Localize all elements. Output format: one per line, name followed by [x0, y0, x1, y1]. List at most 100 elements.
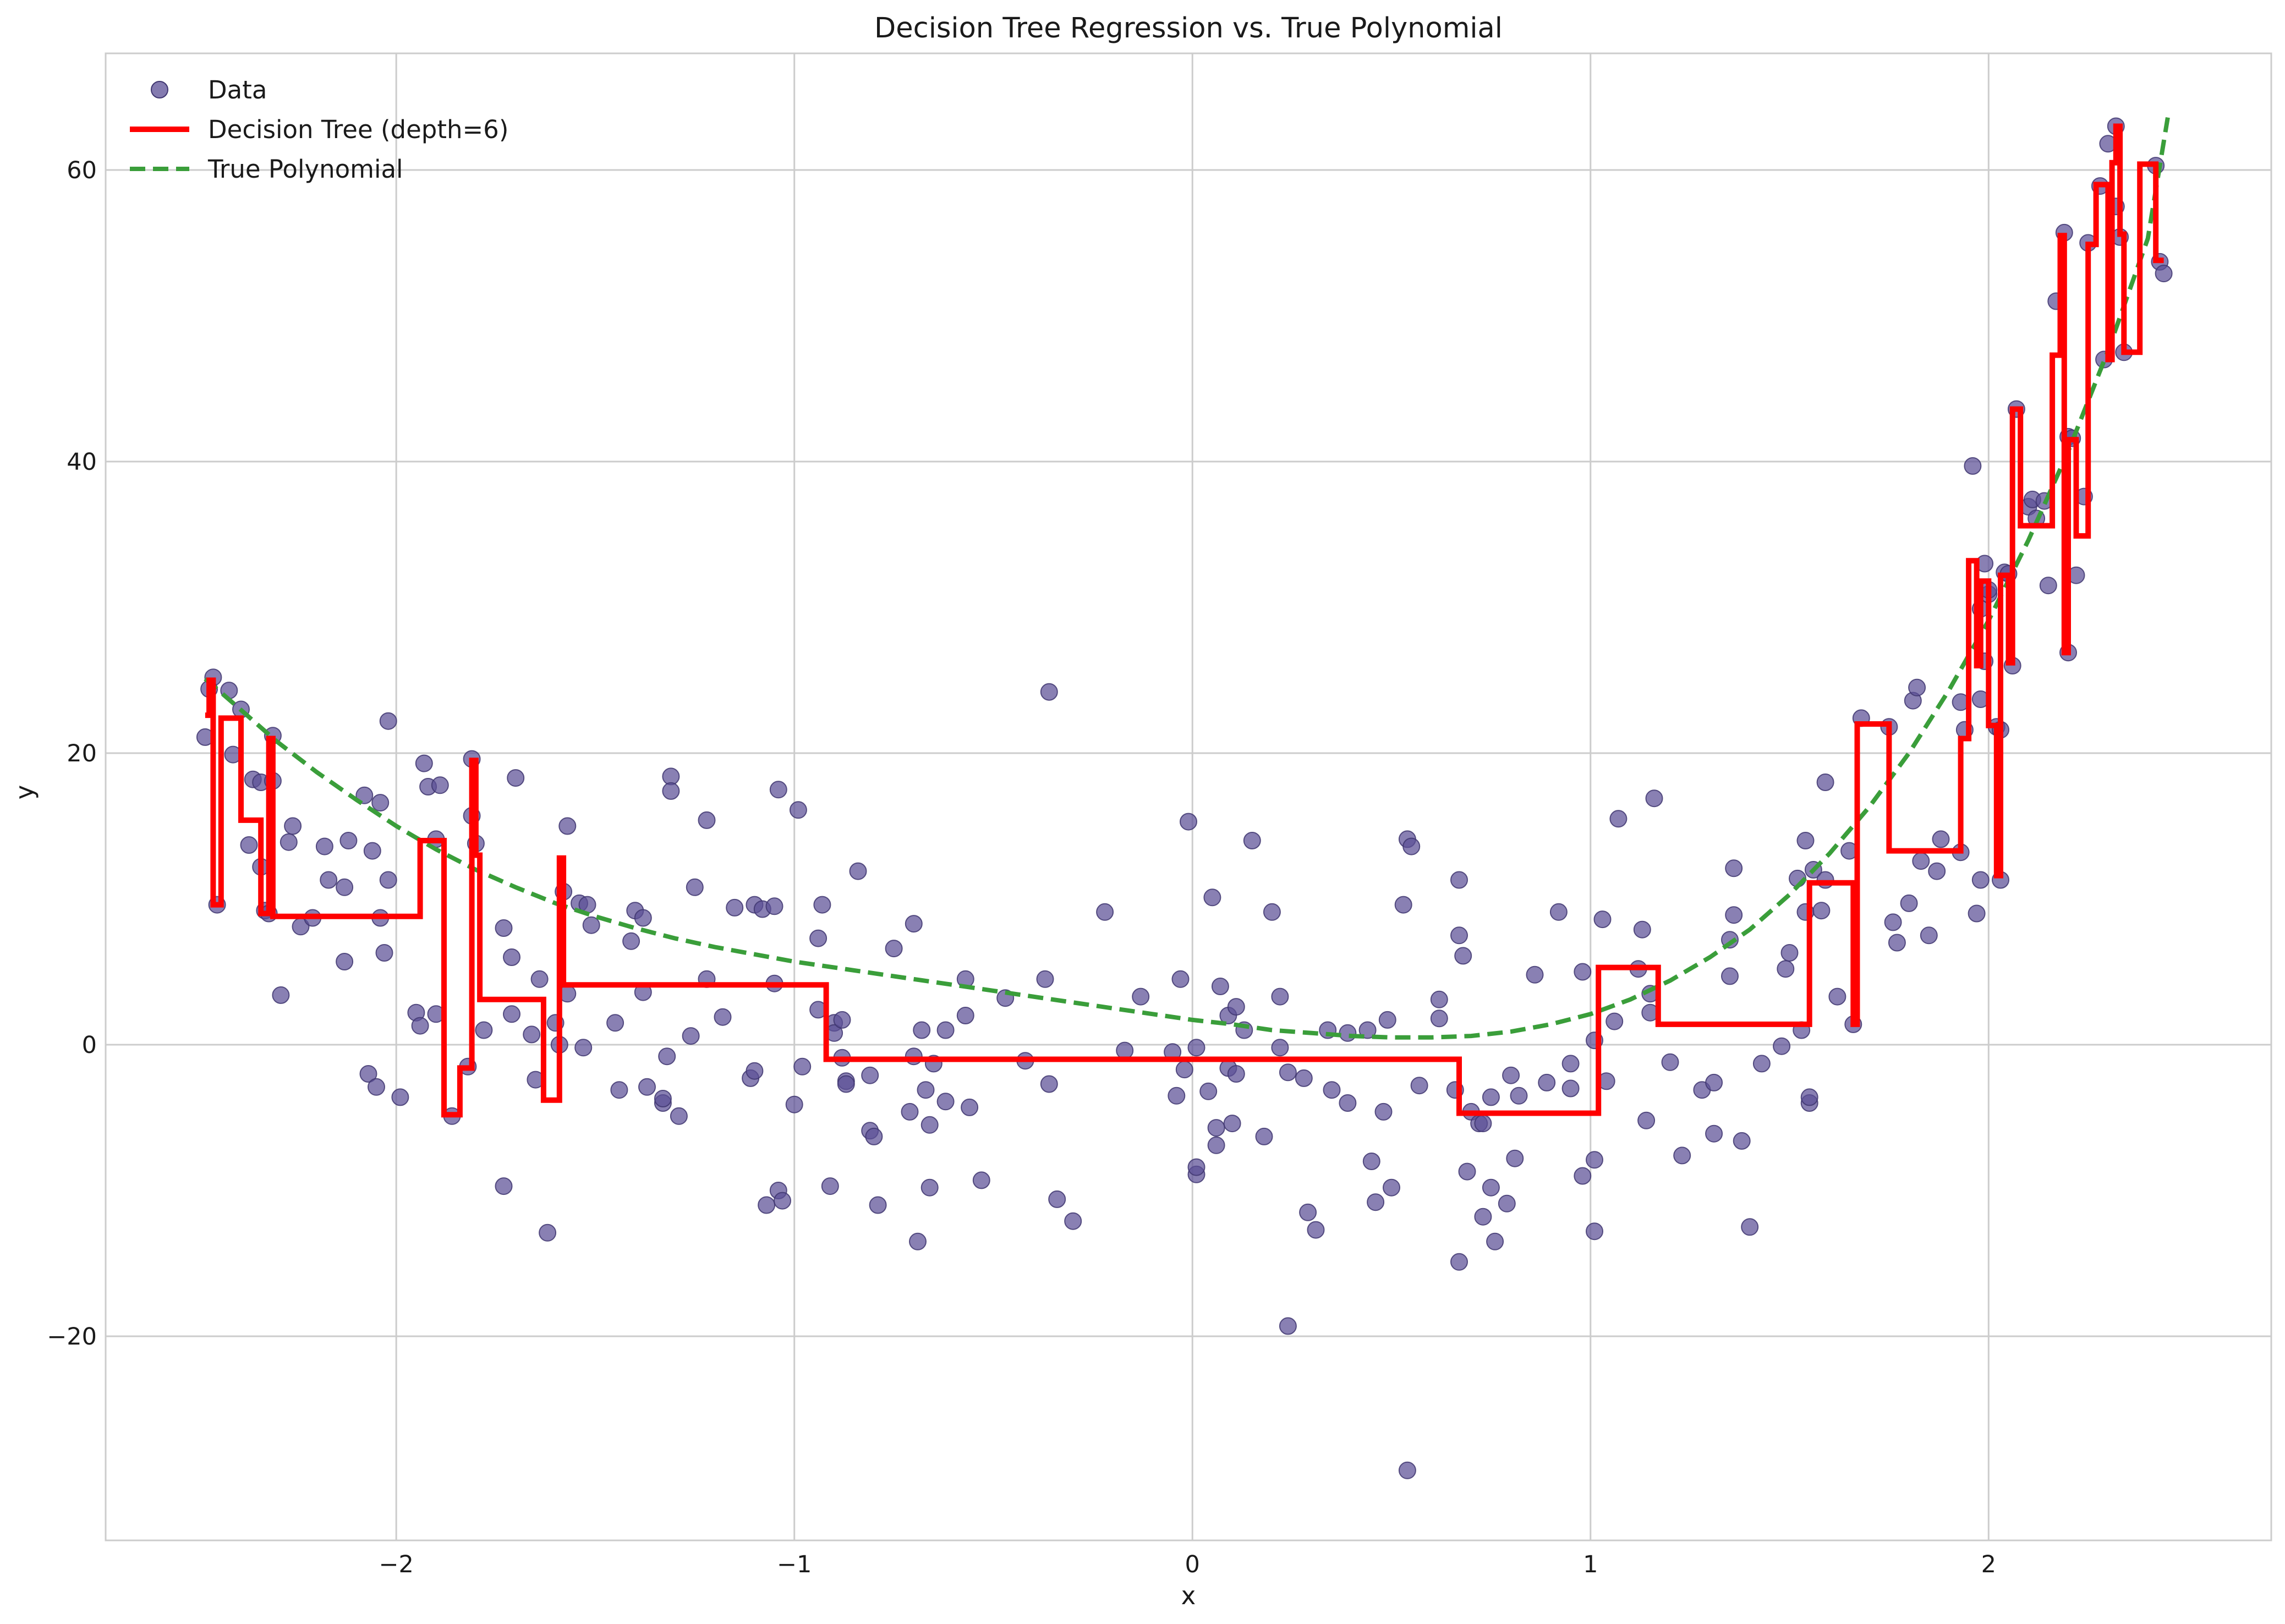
x-tick-label: 1	[1583, 1551, 1598, 1578]
legend-label-data: Data	[208, 75, 267, 105]
data-point	[411, 1017, 429, 1035]
data-point	[861, 1066, 879, 1084]
data-point	[1430, 990, 1448, 1008]
data-point	[315, 837, 333, 855]
data-point	[1339, 1094, 1357, 1112]
data-point	[1116, 1041, 1134, 1060]
legend: Data Decision Tree (depth=6) True Polyno…	[130, 75, 508, 184]
data-point	[1394, 896, 1412, 914]
legend-marker-data	[151, 81, 168, 98]
data-point	[865, 1127, 883, 1145]
data-point	[1454, 947, 1472, 965]
data-point	[1036, 970, 1054, 988]
data-point	[1211, 978, 1229, 995]
data-point	[1725, 859, 1743, 877]
data-point	[1932, 830, 1950, 848]
data-point	[1132, 987, 1150, 1006]
data-point	[1928, 862, 1946, 880]
data-point	[905, 1047, 923, 1066]
data-point	[1203, 888, 1221, 907]
data-point	[658, 1047, 676, 1066]
data-point	[913, 1021, 931, 1039]
data-point	[869, 1196, 887, 1214]
data-point	[336, 878, 354, 896]
data-point	[530, 970, 549, 988]
data-point	[837, 1075, 855, 1093]
data-point	[654, 1090, 672, 1107]
data-point	[813, 896, 831, 914]
data-point	[1908, 678, 1926, 696]
data-point	[1279, 1063, 1297, 1082]
data-point	[1323, 1081, 1341, 1099]
data-point	[1561, 1055, 1580, 1073]
data-point	[375, 944, 393, 962]
data-point	[606, 1014, 624, 1032]
data-point	[821, 1177, 839, 1195]
data-point	[1725, 906, 1743, 924]
series-decision-tree-line	[205, 123, 2164, 1118]
data-point	[1362, 1153, 1380, 1170]
data-point	[1526, 965, 1544, 984]
data-point	[622, 932, 640, 950]
legend-label-true-polynomial: True Polynomial	[207, 155, 403, 184]
data-point	[1040, 1075, 1058, 1093]
data-point	[574, 1039, 593, 1057]
y-tick-label: 60	[67, 157, 97, 184]
data-point	[1271, 987, 1289, 1006]
grid	[106, 53, 2271, 1540]
data-point	[391, 1088, 409, 1106]
data-point	[1506, 1149, 1524, 1167]
data-point	[475, 1021, 493, 1039]
data-point	[1227, 1065, 1245, 1083]
y-axis-ticks: −20 0 20 40 60	[47, 157, 97, 1351]
series-true-polynomial-line	[204, 117, 2170, 1040]
data-point	[1498, 1194, 1516, 1212]
data-point	[1450, 926, 1468, 945]
data-point	[638, 1078, 656, 1096]
data-point	[368, 1078, 385, 1096]
data-point	[1474, 1115, 1492, 1133]
y-tick-label: 20	[67, 740, 97, 767]
data-point	[1171, 970, 1190, 988]
data-point	[1402, 837, 1421, 855]
data-point	[1971, 871, 1990, 889]
x-axis-label: x	[1181, 1581, 1196, 1610]
data-point	[1586, 1222, 1603, 1241]
data-point	[379, 712, 397, 730]
legend-label-decision-tree: Decision Tree (depth=6)	[208, 115, 508, 144]
data-point	[670, 1107, 688, 1125]
data-point	[774, 1192, 791, 1210]
data-point	[1733, 1132, 1751, 1150]
data-point	[1773, 1037, 1791, 1055]
data-point	[355, 786, 374, 804]
data-point	[1964, 457, 1982, 475]
data-point	[961, 1098, 979, 1116]
data-point	[272, 986, 290, 1004]
data-point	[582, 916, 600, 934]
data-point	[610, 1081, 628, 1099]
data-point	[379, 871, 397, 889]
data-point	[1816, 871, 1834, 889]
data-point	[431, 776, 449, 794]
data-point	[2155, 265, 2173, 283]
data-point	[1048, 1190, 1066, 1208]
data-point	[1593, 910, 1612, 929]
data-point	[1223, 1115, 1241, 1133]
data-point	[339, 832, 358, 849]
data-point	[371, 794, 390, 812]
data-point	[936, 1093, 955, 1111]
data-point	[1510, 1087, 1528, 1105]
data-point	[1538, 1073, 1556, 1091]
data-point	[503, 948, 520, 966]
data-point	[809, 929, 828, 947]
data-point	[1187, 1158, 1205, 1176]
data-point	[1474, 1208, 1492, 1226]
data-point	[905, 915, 923, 933]
plot-area	[196, 117, 2173, 1479]
data-point	[495, 1177, 513, 1195]
plot-frame	[105, 52, 2272, 1541]
data-point	[714, 1008, 732, 1026]
data-point	[503, 1005, 520, 1023]
data-point	[1271, 1039, 1289, 1057]
data-point	[909, 1232, 927, 1250]
